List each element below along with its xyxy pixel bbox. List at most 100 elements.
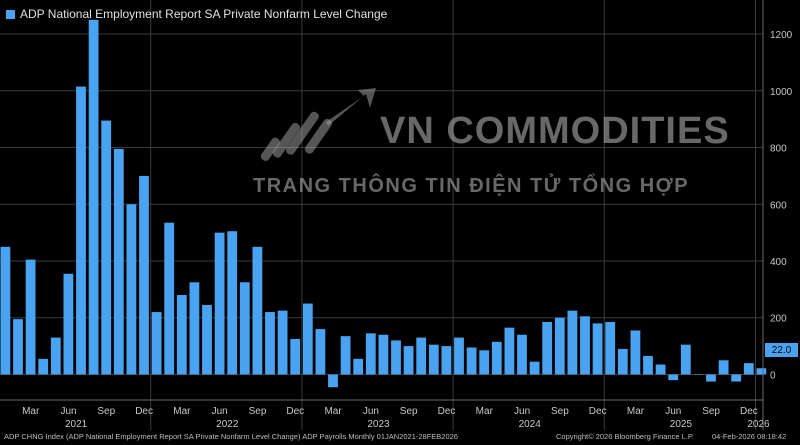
bar [529,361,540,375]
bar [239,282,250,375]
y-tick-label: 800 [770,144,787,155]
bar [542,321,553,375]
x-tick-label: Mar [173,406,191,417]
x-tick-label: Dec [286,406,304,417]
bar [365,333,376,375]
bar [353,358,364,375]
bar [580,316,590,375]
bar [504,327,515,375]
x-year-label: 2026 [747,419,770,430]
bar [668,374,679,381]
bar [403,346,414,375]
x-tick-label: Sep [249,406,267,417]
bar [113,148,124,375]
bar [302,303,313,375]
bar [38,358,49,375]
bar [164,222,175,375]
x-year-label: 2021 [65,419,88,430]
x-tick-label: Dec [589,406,607,417]
bar [88,19,99,375]
x-year-label: 2022 [216,419,239,430]
x-year-label: 2023 [367,419,390,430]
x-tick-label: Dec [740,406,758,417]
bar [517,334,527,375]
x-tick-label: Dec [135,406,153,417]
y-tick-label: 1000 [770,87,793,98]
x-tick-label: Jun [212,406,228,417]
x-tick-label: Jun [665,406,681,417]
bar [428,344,439,375]
x-tick-label: Dec [438,406,456,417]
bar [25,259,36,375]
bar [101,120,112,375]
x-tick-label: Jun [514,406,530,417]
bar [13,319,23,375]
footer-source: ADP CHNG Index (ADP National Employment … [4,432,458,441]
bar [50,337,61,375]
bar [491,341,502,375]
bar [214,232,225,375]
last-value-label: 22.0 [765,343,798,357]
x-tick-label: Jun [60,406,76,417]
legend-label: ADP National Employment Report SA Privat… [20,7,388,21]
bar [176,295,187,375]
bar [617,348,628,375]
footer-timestamp: 04-Feb-2026 08:18:42 [712,432,787,441]
bar [277,310,288,375]
chart-legend: ADP National Employment Report SA Privat… [6,7,387,21]
bar [202,304,212,375]
x-tick-label: Mar [476,406,494,417]
bar [378,334,389,375]
bar [643,356,653,375]
bar [416,337,427,375]
bar [328,374,338,388]
x-tick-label: Mar [627,406,645,417]
bar [252,246,263,375]
bar [315,329,326,375]
y-tick-label: 200 [770,314,787,325]
bar [126,204,137,375]
x-tick-label: Sep [702,406,720,417]
bar [680,344,691,375]
bar [605,321,616,375]
x-tick-label: Sep [97,406,115,417]
bar [391,340,401,375]
x-tick-label: Sep [400,406,418,417]
bar [655,364,666,375]
x-tick-label: Mar [22,406,40,417]
bar [0,246,11,375]
bar [63,273,74,375]
bar [479,350,490,375]
bar [454,337,464,375]
bar [592,323,603,375]
x-tick-label: Mar [324,406,342,417]
bar [466,347,477,375]
bar [756,368,767,375]
x-tick-label: Jun [363,406,379,417]
bar [743,363,754,375]
bar [151,312,162,375]
bar [76,86,86,375]
y-tick-label: 600 [770,200,787,211]
legend-swatch [6,9,15,19]
x-year-label: 2024 [519,419,542,430]
bar [265,312,275,375]
bar [441,346,452,375]
y-tick-label: 1200 [770,30,793,41]
bar [693,374,704,375]
bar [340,336,351,375]
bar [189,282,200,375]
bar [290,339,301,375]
y-tick-label: 400 [770,257,787,268]
bar [567,310,578,375]
bar [630,330,641,375]
bar [731,374,742,382]
x-year-label: 2025 [670,419,693,430]
bar [706,374,716,382]
bar [554,317,565,375]
bar [139,175,149,375]
bar [227,231,238,375]
x-tick-label: Sep [551,406,569,417]
y-tick-label: 0 [770,370,776,381]
